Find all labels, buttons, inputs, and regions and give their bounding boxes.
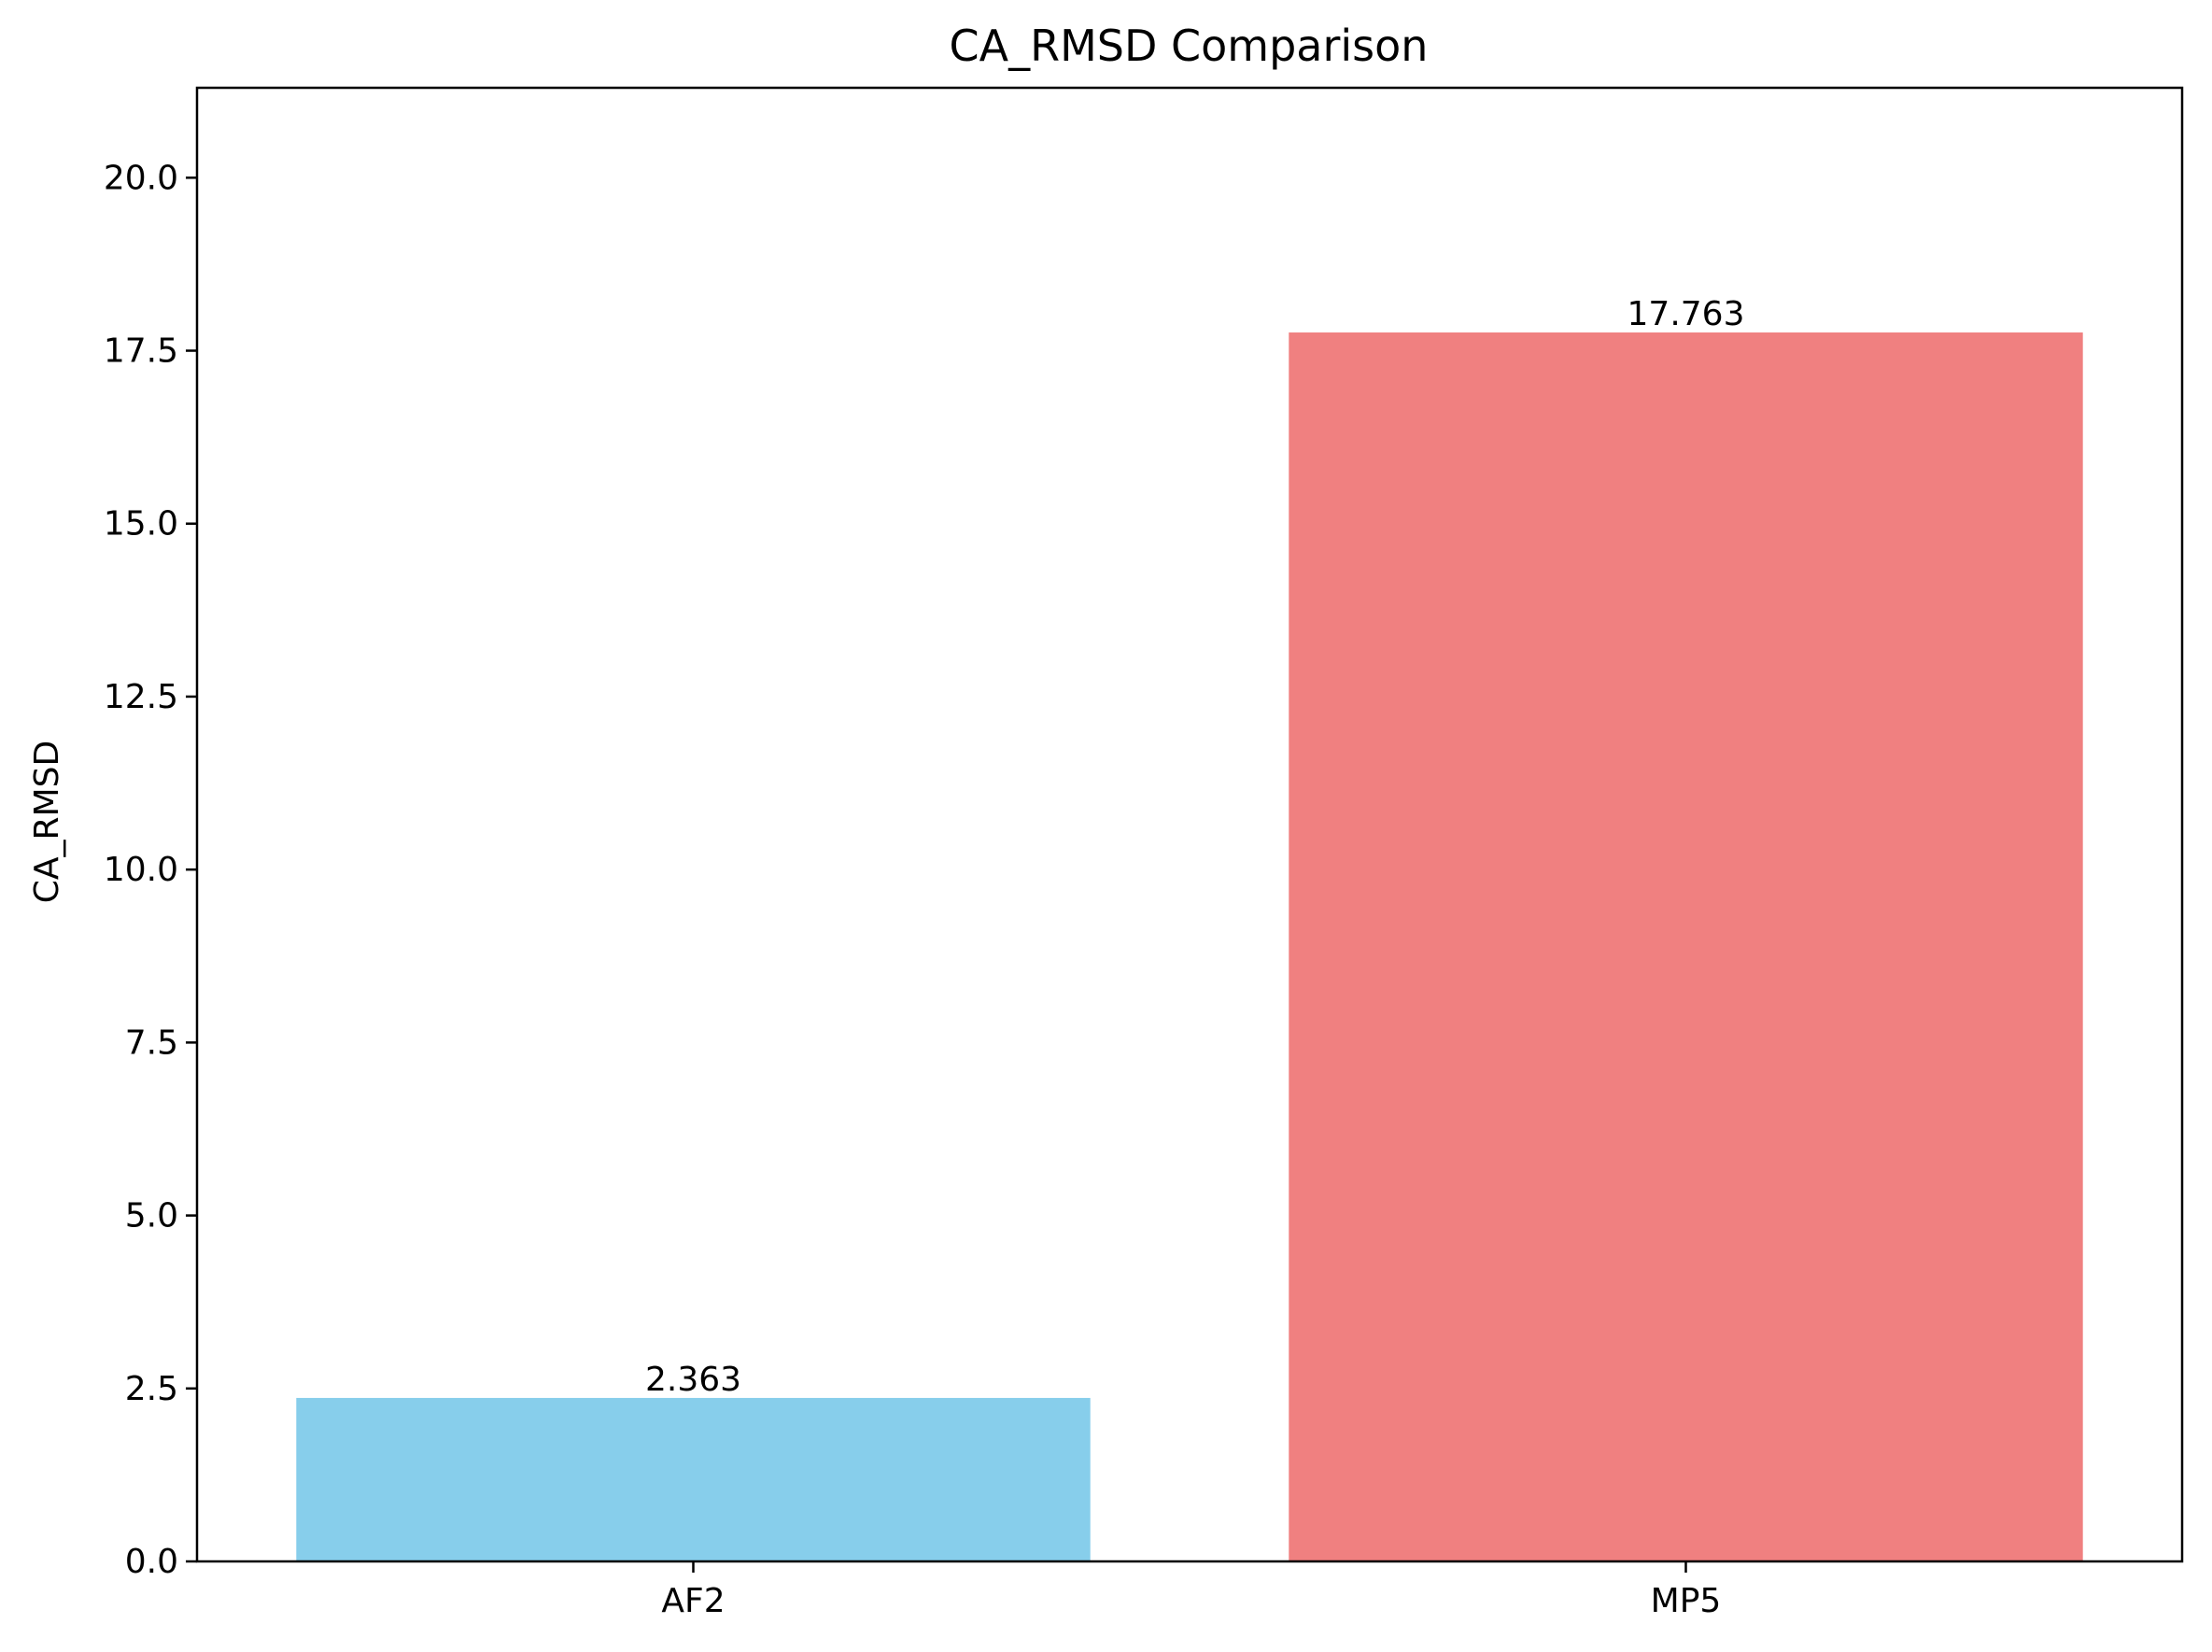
data-label-af2: 2.363 xyxy=(645,1361,741,1399)
bars-layer xyxy=(296,332,2083,1562)
y-tick-label: 15.0 xyxy=(104,505,178,544)
data-label-mp5: 17.763 xyxy=(1627,295,1745,333)
y-tick-label: 20.0 xyxy=(104,159,178,197)
y-tick-label: 10.0 xyxy=(104,851,178,889)
x-tick-label-af2: AF2 xyxy=(661,1582,725,1620)
y-tick-label: 7.5 xyxy=(125,1024,178,1062)
y-tick-label: 17.5 xyxy=(104,332,178,371)
y-axis-label: CA_RMSD xyxy=(28,741,66,903)
bar-af2 xyxy=(296,1397,1091,1561)
y-ticks-layer: 0.0 2.5 5.0 7.5 10.0 12.5 15.0 17.5 20.0 xyxy=(104,159,197,1581)
y-tick-label: 0.0 xyxy=(125,1543,178,1581)
plot-frame xyxy=(195,86,2184,1563)
bar-mp5 xyxy=(1289,332,2083,1562)
y-tick-label: 5.0 xyxy=(125,1197,178,1235)
y-tick-label: 2.5 xyxy=(125,1370,178,1408)
x-tick-label-mp5: MP5 xyxy=(1651,1582,1722,1620)
x-ticks-layer: AF2 MP5 xyxy=(661,1561,1721,1620)
chart-title: CA_RMSD Comparison xyxy=(950,21,1429,71)
data-labels-layer: 2.363 17.763 xyxy=(645,295,1745,1399)
y-tick-label: 12.5 xyxy=(104,678,178,716)
